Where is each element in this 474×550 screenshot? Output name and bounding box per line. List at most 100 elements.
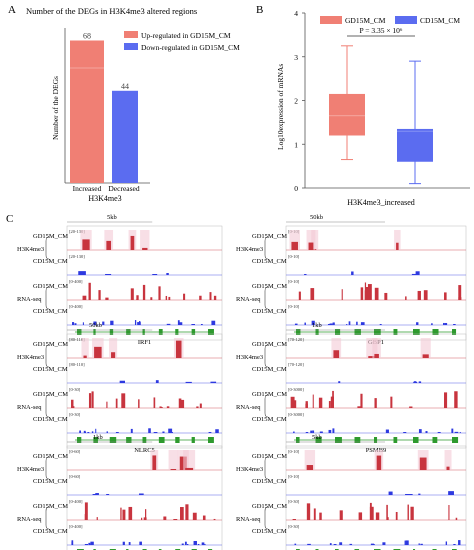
track-range: [0-400] (69, 499, 83, 504)
bar-decreased (112, 90, 138, 183)
gene-panel-gbp1: 50kbH3K4me3RNA-seqGD15M_CM[0-10]CD15M_CM… (236, 214, 467, 346)
group-label-h3k4me3: H3K4me3 (17, 354, 44, 361)
scale-label: 50kb (89, 322, 102, 329)
track-range: [0-400] (69, 304, 83, 309)
legend-label-cd: CD15M_CM (420, 16, 460, 25)
track-label: GD15M_CM (33, 453, 68, 460)
bar-label-decreased: 44 (121, 82, 129, 91)
panel-a-ylabel: Number of the DEGs (51, 76, 60, 140)
legend-swatch-gd (320, 16, 342, 24)
scale-label: 50kb (310, 214, 323, 221)
pvalue-label: P = 3.35 × 10⁶ (359, 26, 402, 35)
track-range: [0-3000] (288, 387, 304, 392)
legend-swatch-up (124, 31, 138, 38)
scale-label: 1kb (93, 434, 103, 441)
track-label: CD15M_CM (252, 478, 287, 485)
group-label-h3k4me3: H3K4me3 (17, 246, 44, 253)
xtick-increased: Increased (73, 184, 102, 193)
panel-c-tracks: 5kbH3K4me3RNA-seqGD15M_CM[20-130]CD15M_C… (17, 214, 467, 550)
legend-label-up: Up-regulated in GD15M_CM (141, 31, 231, 40)
gene-panel-psmb9: 1kbH3K4me3RNA-seqGD15M_CM[70-120]CD15M_C… (236, 322, 467, 454)
track-range: [0-10] (288, 304, 300, 309)
group-label-rna-seq: RNA-seq (17, 516, 42, 523)
track-range: [70-120] (288, 337, 304, 342)
track-label: GD15M_CM (33, 503, 68, 510)
track-label: CD15M_CM (33, 366, 68, 373)
track-label: CD15M_CM (252, 366, 287, 373)
track-label: CD15M_CM (33, 478, 68, 485)
track-range: [80-110] (69, 362, 85, 367)
gene-panel-irf1: 5kbH3K4me3RNA-seqGD15M_CM[20-130]CD15M_C… (17, 214, 223, 346)
track-label: CD15M_CM (252, 416, 287, 423)
track-range: [0-30] (69, 387, 81, 392)
track-label: CD15M_CM (252, 528, 287, 535)
box-cd15m-cm (397, 60, 433, 185)
track-range: [80-110] (69, 337, 85, 342)
track-label: GD15M_CM (33, 233, 68, 240)
track-range: [20-130] (69, 254, 85, 259)
panel-b-xlabel: H3K4me3_increased (347, 198, 415, 207)
gene-panel-nlrc5: 50kbH3K4me3RNA-seqGD15M_CM[80-110]CD15M_… (17, 322, 223, 454)
group-label-h3k4me3: H3K4me3 (17, 466, 44, 473)
track-label: CD15M_CM (33, 528, 68, 535)
track-label: CD15M_CM (33, 308, 68, 315)
group-label-h3k4me3: H3K4me3 (236, 466, 263, 473)
track-range: [70-120] (288, 362, 304, 367)
ytick-label: 1 (294, 140, 298, 149)
group-label-rna-seq: RNA-seq (17, 404, 42, 411)
legend-label-down: Down-regulated in GD15M_CM (141, 43, 240, 52)
scale-label: 5kb (107, 214, 117, 221)
track-label: GD15M_CM (33, 341, 68, 348)
track-range: [0-400] (69, 524, 83, 529)
track-range: [0-10] (288, 474, 300, 479)
track-range: [0-30] (69, 412, 81, 417)
group-label-rna-seq: RNA-seq (236, 296, 261, 303)
scale-label: 1kb (312, 322, 322, 329)
track-range: [0-10] (288, 254, 300, 259)
box-gd15m-cm (329, 45, 365, 161)
panel-b-letter: B (256, 4, 263, 16)
track-range: [0-30] (288, 524, 300, 529)
panel-a-chart: Number of the DEGs 68 44 Increased Decre… (51, 28, 240, 203)
track-label: GD15M_CM (252, 233, 287, 240)
panel-b-chart: 0 1 2 3 4 Log10expression of mRNAs P = 3.35 … (276, 9, 470, 207)
ytick-label: 2 (294, 97, 298, 106)
panel-b-ylabel: Log10expression of mRNAs (276, 64, 285, 150)
panel-a-title: Number of the DEGs in H3K4me3 altered re… (26, 6, 197, 16)
track-label: GD15M_CM (252, 453, 287, 460)
track-label: GD15M_CM (33, 283, 68, 290)
legend-label-gd: GD15M_CM (345, 16, 386, 25)
legend-swatch-cd (395, 16, 417, 24)
gene-name: IRF1 (138, 339, 151, 346)
track-label: GD15M_CM (33, 391, 68, 398)
track-label: GD15M_CM (252, 283, 287, 290)
track-label: CD15M_CM (252, 258, 287, 265)
track-label: CD15M_CM (252, 308, 287, 315)
track-label: CD15M_CM (33, 258, 68, 265)
track-label: GD15M_CM (252, 391, 287, 398)
track-range: [0-10] (288, 279, 300, 284)
track-range: [0-30] (288, 499, 300, 504)
track-range: [20-130] (69, 229, 85, 234)
gene-name: NLRC5 (134, 447, 155, 454)
group-label-h3k4me3: H3K4me3 (236, 354, 263, 361)
track-range: [0-10] (288, 449, 300, 454)
ytick-label: 3 (294, 53, 298, 62)
group-label-rna-seq: RNA-seq (17, 296, 42, 303)
ytick-label: 0 (294, 184, 298, 193)
gene-panel-cd3e: 5kbH3K4me3RNA-seqGD15M_CM[0-10]CD15M_CM[… (236, 434, 467, 550)
track-label: GD15M_CM (252, 341, 287, 348)
track-label: CD15M_CM (33, 416, 68, 423)
scale-label: 5kb (312, 434, 322, 441)
group-label-h3k4me3: H3K4me3 (236, 246, 263, 253)
track-label: GD15M_CM (252, 503, 287, 510)
panel-a-xlabel: H3K4me3 (88, 194, 121, 203)
group-label-rna-seq: RNA-seq (236, 516, 261, 523)
track-range: [0-60] (69, 474, 81, 479)
bar-label-increased: 68 (83, 31, 91, 40)
panel-a-letter: A (8, 4, 16, 16)
gene-panel-sla-dmb: 1kbH3K4me3RNA-seqGD15M_CM[0-60]CD15M_CM[… (17, 434, 223, 550)
bar-increased (70, 40, 104, 184)
xtick-decreased: Decreased (108, 184, 139, 193)
